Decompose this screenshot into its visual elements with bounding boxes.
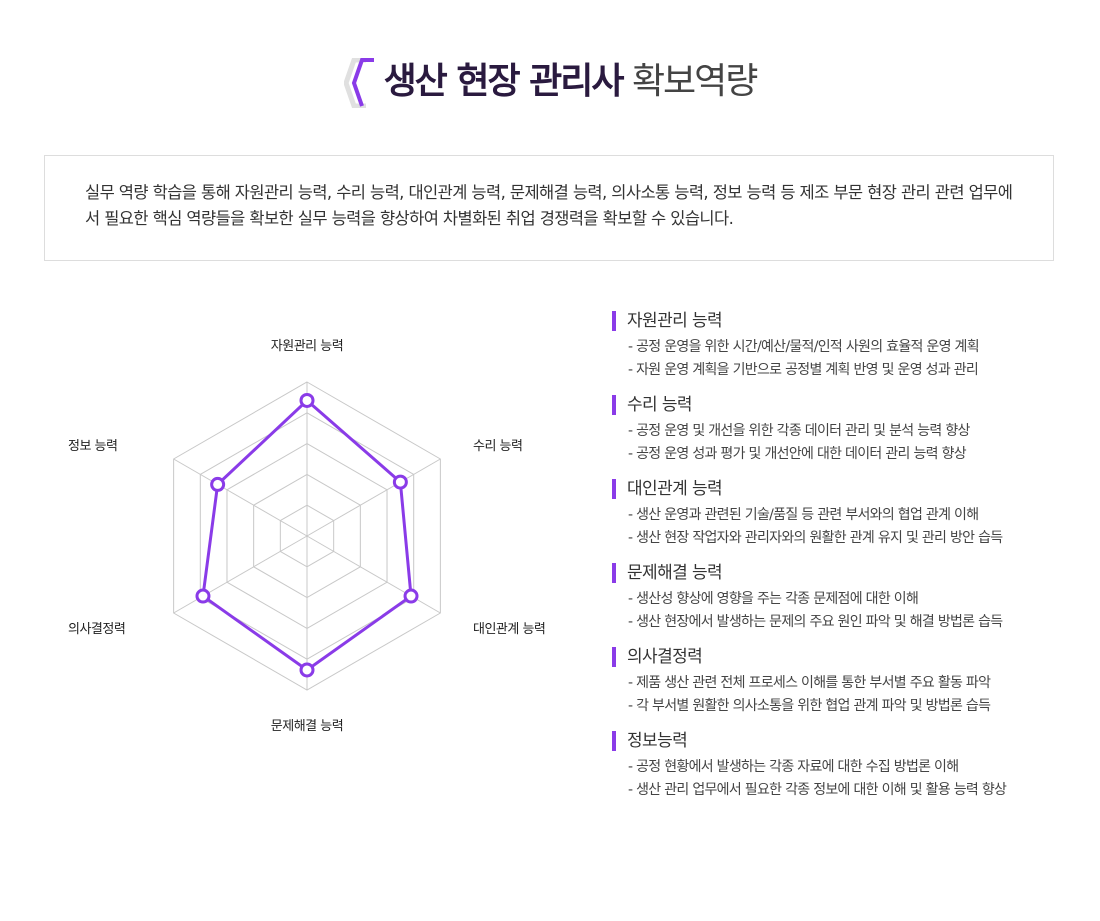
list-item: - 공정 운영 및 개선을 위한 각종 데이터 관리 및 분석 능력 향상 (628, 423, 970, 439)
list-item: - 생산성 향상에 영향을 주는 각종 문제점에 대한 이해 (628, 591, 919, 607)
competency-section: 자원관리 능력 - 공정 운영을 위한 시간/예산/물적/인적 사원의 효율적 운… (612, 311, 1092, 382)
competency-section: 정보능력 - 공정 현황에서 발생하는 각종 자료에 대한 수집 방법론 이해 - … (612, 731, 1092, 802)
data-point (210, 476, 226, 492)
list-item: - 공정 현황에서 발생하는 각종 자료에 대한 수집 방법론 이해 (628, 759, 959, 775)
list-item: - 생산 현장 작업자와 관리자와의 원활한 관계 유지 및 관리 방안 습득 (628, 530, 1003, 546)
section-items: - 공정 운영 및 개선을 위한 각종 데이터 관리 및 분석 능력 향상 - 공… (612, 420, 1092, 466)
section-title: 수리 능력 (612, 395, 1092, 415)
section-title: 대인관계 능력 (612, 479, 1092, 499)
section-title: 의사결정력 (612, 647, 1092, 667)
axis-label: 자원관리 능력 (271, 339, 343, 354)
description-box: 실무 역량 학습을 통해 자원관리 능력, 수리 능력, 대인관계 능력, 문제… (44, 155, 1054, 261)
axis-label: 대인관계 능력 (473, 622, 545, 637)
section-title: 정보능력 (612, 731, 1092, 751)
list-item: - 공정 운영을 위한 시간/예산/물적/인적 사원의 효율적 운영 계획 (628, 339, 980, 355)
competency-list: 자원관리 능력 - 공정 운영을 위한 시간/예산/물적/인적 사원의 효율적 운… (612, 311, 1092, 815)
list-item: - 공정 운영 성과 평가 및 개선안에 대한 데이터 관리 능력 향상 (628, 446, 967, 462)
page-title: 생산 현장 관리사 확보역량 (0, 52, 1100, 108)
title-light: 확보역량 (631, 61, 758, 102)
data-point (195, 588, 211, 604)
section-items: - 생산 운영과 관련된 기술/품질 등 관련 부서와의 협업 관계 이해 - 생… (612, 504, 1092, 550)
section-items: - 공정 운영을 위한 시간/예산/물적/인적 사원의 효율적 운영 계획 - 자… (612, 336, 1092, 382)
section-items: - 제품 생산 관련 전체 프로세스 이해를 통한 부서별 주요 활동 파악 - … (612, 672, 1092, 718)
axis-label: 정보 능력 (68, 439, 117, 454)
list-item: - 각 부서별 원활한 의사소통을 위한 협업 관계 파악 및 방법론 습득 (628, 698, 991, 714)
section-title: 문제해결 능력 (612, 563, 1092, 583)
axis-label: 수리 능력 (473, 439, 522, 454)
section-title: 자원관리 능력 (612, 311, 1092, 331)
list-item: - 생산 현장에서 발생하는 문제의 주요 원인 파악 및 해결 방법론 습득 (628, 614, 1003, 630)
list-item: - 생산 운영과 관련된 기술/품질 등 관련 부서와의 협업 관계 이해 (628, 507, 979, 523)
list-item: - 제품 생산 관련 전체 프로세스 이해를 통한 부서별 주요 활동 파악 (628, 675, 991, 691)
axis-label: 문제해결 능력 (271, 719, 343, 734)
grid-spoke (173, 535, 308, 614)
grid-spoke (306, 458, 441, 537)
hexagon-bracket-icon (343, 58, 374, 108)
list-item: - 생산 관리 업무에서 필요한 각종 정보에 대한 이해 및 활용 능력 향상 (628, 782, 1007, 798)
competency-section: 문제해결 능력 - 생산성 향상에 영향을 주는 각종 문제점에 대한 이해 - 생… (612, 563, 1092, 634)
grid-spoke (306, 535, 441, 614)
competency-section: 의사결정력 - 제품 생산 관련 전체 프로세스 이해를 통한 부서별 주요 활동… (612, 647, 1092, 718)
grid-spoke (173, 458, 308, 537)
list-item: - 자원 운영 계획을 기반으로 공정별 계획 반영 및 운영 성과 관리 (628, 362, 979, 378)
data-point (299, 662, 315, 678)
section-items: - 공정 현황에서 발생하는 각종 자료에 대한 수집 방법론 이해 - 생산 관… (612, 756, 1092, 802)
data-point (392, 474, 408, 490)
competency-section: 대인관계 능력 - 생산 운영과 관련된 기술/품질 등 관련 부서와의 협업 관… (612, 479, 1092, 550)
axis-label: 의사결정력 (68, 622, 125, 637)
title-bold: 생산 현장 관리사 (383, 61, 625, 102)
data-point (403, 588, 419, 604)
section-items: - 생산성 향상에 영향을 주는 각종 문제점에 대한 이해 - 생산 현장에서 … (612, 588, 1092, 634)
competency-section: 수리 능력 - 공정 운영 및 개선을 위한 각종 데이터 관리 및 분석 능력 … (612, 395, 1092, 466)
data-point (299, 392, 315, 408)
